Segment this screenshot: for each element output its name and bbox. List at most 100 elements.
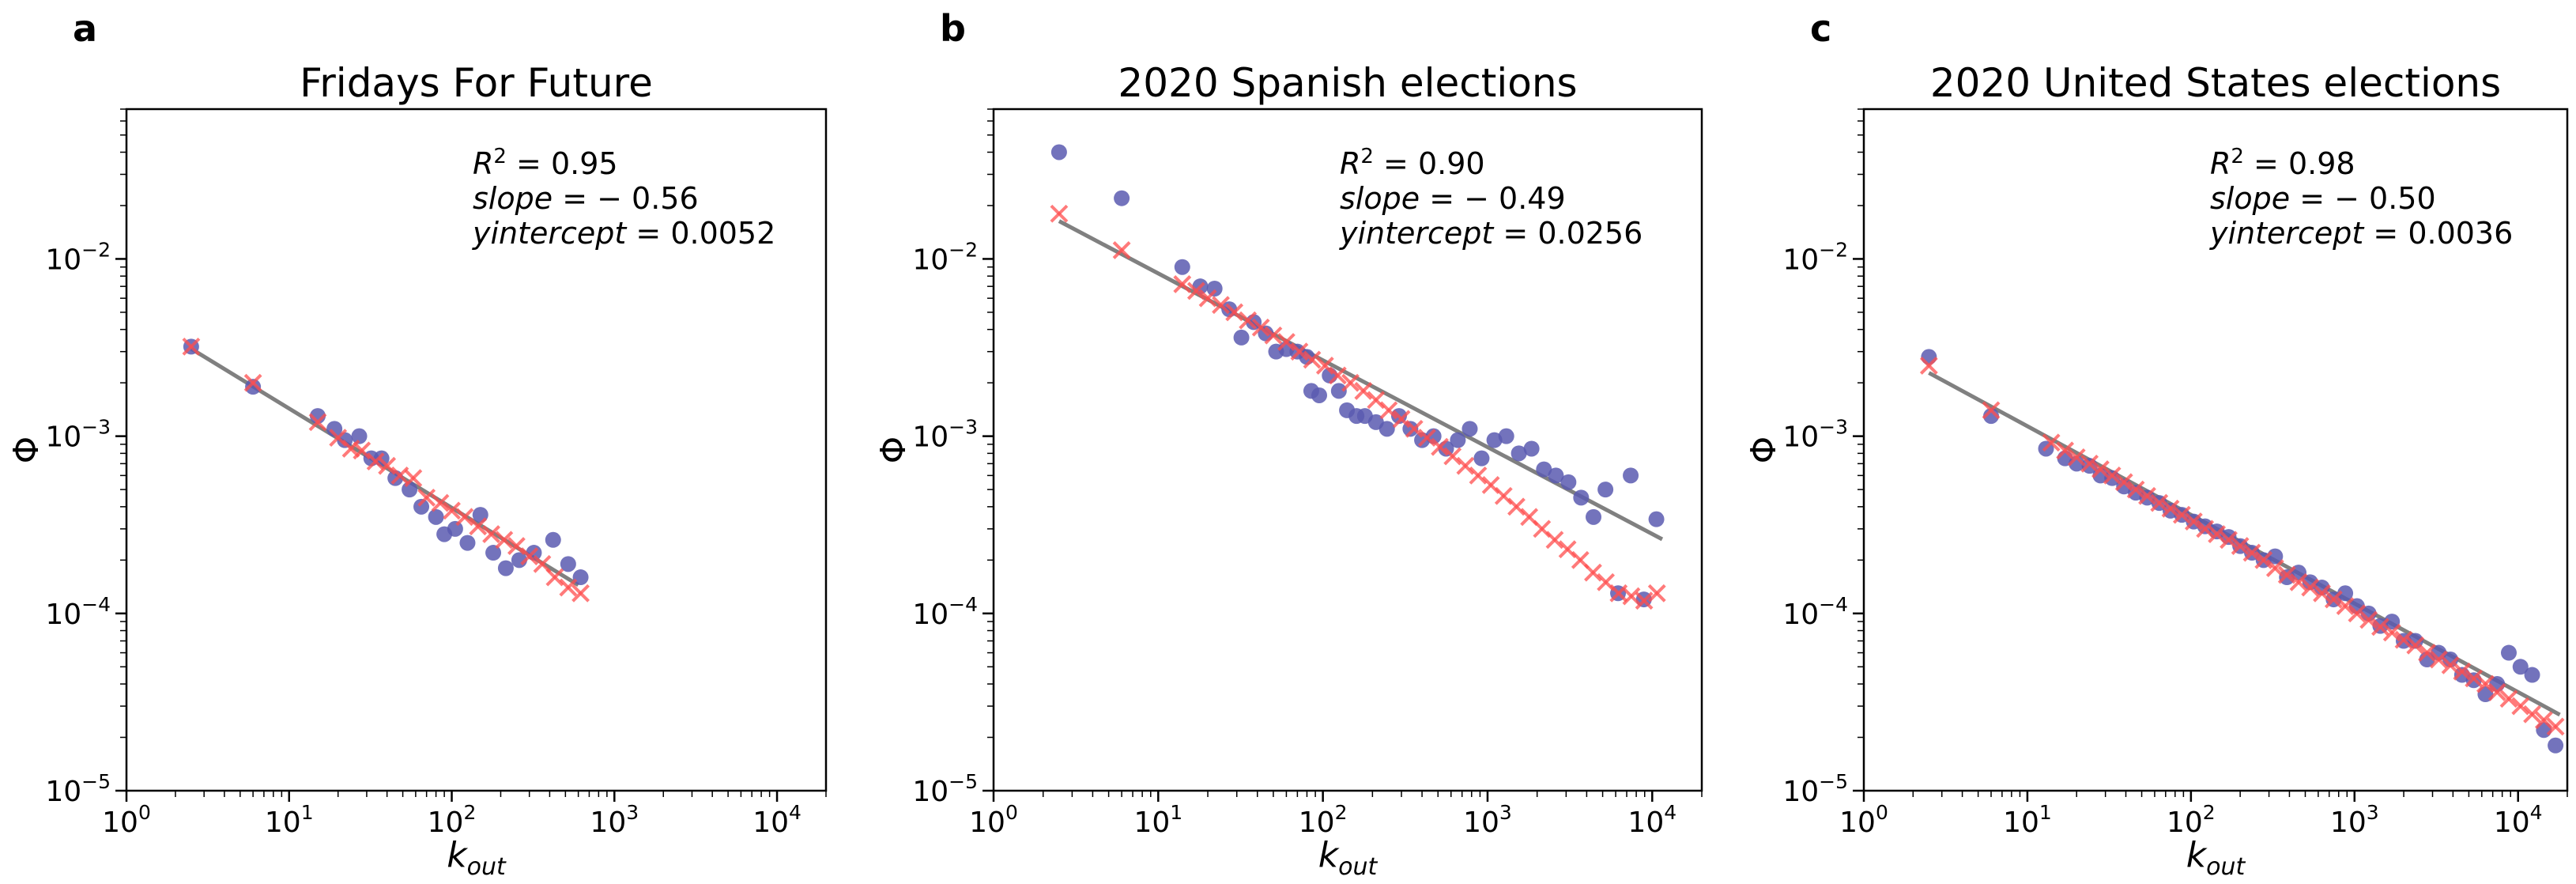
x-tick-base: 10 — [1299, 807, 1335, 839]
y-tick-exp: −2 — [1819, 238, 1848, 261]
fitted-point — [1315, 357, 1334, 375]
fitted-point-stroke — [1186, 281, 1205, 300]
fit-line — [1058, 219, 1664, 542]
annotation-slope-label: slope — [1340, 181, 1420, 216]
x-tick-exp: 2 — [1335, 801, 1348, 824]
observed-point — [413, 498, 430, 515]
fitted-point — [2418, 644, 2436, 662]
annotation-slope-label: slope — [473, 181, 553, 216]
annotation-r2: R2 = 0.95 — [473, 145, 618, 181]
fitted-point — [1354, 381, 1373, 400]
fitted-point — [1545, 531, 1564, 550]
fitted-point — [404, 469, 423, 488]
fitted-point — [1341, 373, 1360, 392]
x-tick-exp: 4 — [1664, 801, 1676, 824]
fitted-point — [2056, 441, 2075, 460]
y-tick-label: 10−5 — [912, 770, 978, 808]
fitted-point-stroke — [2301, 578, 2320, 597]
fitted-point — [366, 452, 385, 471]
observed-point — [245, 379, 262, 395]
observed-point — [1174, 259, 1190, 275]
fitted-point — [495, 531, 514, 550]
x-tick-base: 10 — [2330, 807, 2367, 839]
fitted-point-stroke — [1558, 540, 1577, 559]
x-tick-base: 10 — [102, 807, 138, 839]
fitted-point-stroke — [404, 469, 423, 488]
observed-point — [1050, 144, 1067, 161]
fitted-point-stroke — [1635, 591, 1654, 610]
y-axis-label: Φ — [873, 436, 914, 464]
fitted-point — [2324, 590, 2343, 609]
fitted-point — [1050, 204, 1069, 223]
annotation-yintercept-value: = 0.0036 — [2363, 216, 2513, 251]
y-tick-exp: −5 — [949, 770, 978, 793]
observed-point — [1536, 461, 1552, 478]
observed-point — [1498, 428, 1514, 444]
fitted-point — [520, 547, 539, 565]
y-tick-base: 10 — [45, 244, 81, 276]
annotation-r2-symbol: R — [473, 146, 493, 181]
fitted-point-stroke — [1481, 476, 1500, 494]
fitted-point-stroke — [243, 373, 262, 392]
fitted-point — [1198, 289, 1217, 308]
x-tick-label: 102 — [428, 801, 477, 839]
fitted-point — [1584, 563, 1602, 582]
observed-point — [326, 421, 343, 437]
fitted-point — [1417, 429, 1436, 448]
y-tick-base: 10 — [912, 776, 949, 808]
observed-point — [1623, 467, 1639, 484]
fitted-point-stroke — [1443, 447, 1462, 466]
panel-title: 2020 Spanish elections — [1118, 60, 1577, 106]
fitted-point — [308, 413, 327, 432]
fitted-point — [1431, 437, 1449, 456]
fitted-point-stroke — [1392, 410, 1411, 429]
y-tick-exp: −5 — [81, 770, 111, 793]
fitted-point-stroke — [2476, 674, 2495, 693]
fitted-point — [2277, 565, 2296, 584]
fitted-point-stroke — [2242, 543, 2261, 562]
fitted-point-stroke — [2453, 662, 2472, 681]
fitted-point-stroke — [2534, 711, 2553, 730]
observed-point — [1548, 467, 1564, 484]
x-tick-exp: 0 — [1876, 801, 1888, 824]
annotation-r2-symbol: R — [2210, 146, 2231, 181]
y-tick-exp: −2 — [949, 238, 978, 261]
fitted-point-stroke — [482, 525, 500, 543]
fitted-point — [2242, 543, 2261, 562]
fitted-point-stroke — [1251, 318, 1270, 337]
fitted-point — [2289, 572, 2308, 591]
fitted-point-stroke — [329, 429, 348, 448]
x-tick-label: 103 — [2330, 801, 2379, 839]
x-tick-label: 102 — [1299, 801, 1348, 839]
fitted-point-stroke — [1405, 419, 1424, 438]
x-tick-base: 10 — [1133, 807, 1170, 839]
x-tick-exp: 3 — [626, 801, 639, 824]
fitted-point-stroke — [1533, 519, 1552, 538]
x-tick-base: 10 — [1839, 807, 1876, 839]
x-tick-label: 101 — [1133, 801, 1182, 839]
fitted-point — [2138, 486, 2156, 505]
fitted-point-stroke — [308, 413, 327, 432]
fitted-point — [431, 493, 450, 512]
annotation-yintercept-label: yintercept — [472, 216, 628, 251]
annotation-slope-label: slope — [2210, 181, 2290, 216]
fitted-point-stroke — [495, 531, 514, 550]
fitted-point-stroke — [559, 578, 578, 597]
fitted-point-stroke — [2394, 630, 2413, 649]
fitted-point — [417, 488, 436, 507]
fitted-point-stroke — [533, 554, 552, 573]
fitted-point — [2265, 559, 2284, 578]
fitted-point-stroke — [1277, 333, 1296, 351]
fitted-point — [2382, 623, 2401, 642]
fitted-point-stroke — [2277, 565, 2296, 584]
fitted-point — [1456, 456, 1475, 475]
fitted-point — [2150, 493, 2169, 512]
fitted-point-stroke — [2487, 682, 2506, 701]
fitted-point — [1239, 311, 1258, 330]
annotation-r2-value: = 0.90 — [1374, 146, 1485, 181]
x-tick-exp: 2 — [463, 801, 476, 824]
fitted-point — [2348, 604, 2367, 623]
observed-point — [1486, 432, 1503, 448]
x-tick-exp: 4 — [2530, 801, 2543, 824]
